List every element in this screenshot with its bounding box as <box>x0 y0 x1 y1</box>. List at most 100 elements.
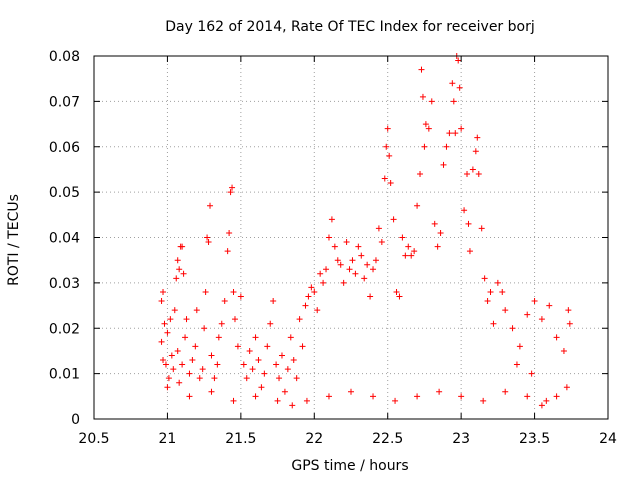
data-point <box>164 329 171 336</box>
y-tick-label: 0.04 <box>49 231 80 247</box>
data-point <box>458 393 465 400</box>
data-point <box>560 347 567 354</box>
data-point <box>502 388 509 395</box>
data-point <box>475 170 482 177</box>
data-point <box>160 357 167 364</box>
data-point <box>261 370 268 377</box>
x-tick-label: 22.5 <box>372 431 403 447</box>
data-point <box>158 298 165 305</box>
chart-title: Day 162 of 2014, Rate Of TEC Index for r… <box>165 19 534 35</box>
data-point <box>215 334 222 341</box>
data-point <box>174 257 181 264</box>
data-point <box>270 298 277 305</box>
data-point <box>331 243 338 250</box>
data-point <box>229 184 236 191</box>
data-point <box>281 388 288 395</box>
x-tick-label: 20.5 <box>78 431 109 447</box>
data-point <box>249 366 256 373</box>
data-point <box>199 366 206 373</box>
y-tick-label: 0.03 <box>49 276 80 292</box>
data-point <box>337 261 344 268</box>
data-point <box>348 388 354 395</box>
data-point <box>276 375 283 382</box>
data-point <box>343 239 350 246</box>
axis-tick-labels: 20.5 21 21.5 22 22.5 23 23.5 24 0 0.01 0.02 0.03 0.0… <box>49 49 617 447</box>
data-point <box>230 397 237 404</box>
data-point <box>386 152 393 159</box>
data-point <box>553 393 560 400</box>
data-point <box>227 189 234 196</box>
data-point <box>243 375 250 382</box>
data-point <box>196 375 203 382</box>
data-point <box>186 393 193 400</box>
data-point <box>186 370 193 377</box>
y-axis-label: ROTI / TECUs <box>6 194 22 286</box>
data-point <box>334 257 341 264</box>
data-point <box>372 257 379 264</box>
data-point <box>174 347 181 354</box>
data-point <box>207 202 214 209</box>
data-point <box>538 316 545 323</box>
data-point <box>201 325 208 332</box>
data-point <box>443 143 450 150</box>
data-point <box>160 288 167 295</box>
data-point <box>509 325 516 332</box>
data-point <box>390 216 397 223</box>
data-point <box>428 98 435 105</box>
data-point <box>183 316 190 323</box>
data-point <box>273 361 280 368</box>
y-tick-label: 0.07 <box>49 94 80 110</box>
data-point <box>392 397 399 404</box>
data-point <box>553 334 560 341</box>
data-point <box>384 125 391 132</box>
data-point <box>437 229 444 236</box>
data-point <box>176 266 183 273</box>
data-point <box>221 298 228 305</box>
data-point <box>323 266 330 273</box>
data-point <box>208 352 215 359</box>
data-point <box>289 402 296 409</box>
data-point <box>355 243 362 250</box>
data-point <box>226 229 233 236</box>
data-point <box>465 220 472 227</box>
data-point <box>328 216 335 223</box>
data-point <box>370 266 377 273</box>
data-point <box>484 298 491 305</box>
data-point <box>487 288 494 295</box>
data-point <box>162 361 169 368</box>
data-point <box>434 243 441 250</box>
data-point <box>524 393 531 400</box>
data-point <box>490 320 497 327</box>
data-point <box>364 261 371 268</box>
data-point <box>528 370 535 377</box>
data-point <box>563 384 570 391</box>
data-point <box>208 388 215 395</box>
data-point <box>393 288 400 295</box>
x-tick-label: 22 <box>305 431 323 447</box>
data-point <box>240 361 247 368</box>
data-point <box>182 334 189 341</box>
data-point <box>436 388 443 395</box>
data-point <box>278 352 285 359</box>
data-point <box>375 225 382 232</box>
data-point <box>383 143 390 150</box>
data-point <box>180 270 187 277</box>
data-point <box>513 361 520 368</box>
data-point <box>267 320 274 327</box>
data-points <box>158 53 573 409</box>
x-tick-label: 21 <box>159 431 177 447</box>
grid-lines <box>94 56 608 419</box>
data-point <box>419 93 426 100</box>
data-point <box>214 361 221 368</box>
data-point <box>524 311 531 318</box>
x-tick-label: 23.5 <box>519 431 550 447</box>
data-point <box>296 316 303 323</box>
data-point <box>531 298 538 305</box>
data-point <box>543 397 550 404</box>
data-point <box>452 130 459 137</box>
data-point <box>192 343 199 350</box>
data-point <box>450 98 457 105</box>
data-point <box>305 293 312 300</box>
data-point <box>358 252 365 259</box>
data-point <box>378 239 385 246</box>
